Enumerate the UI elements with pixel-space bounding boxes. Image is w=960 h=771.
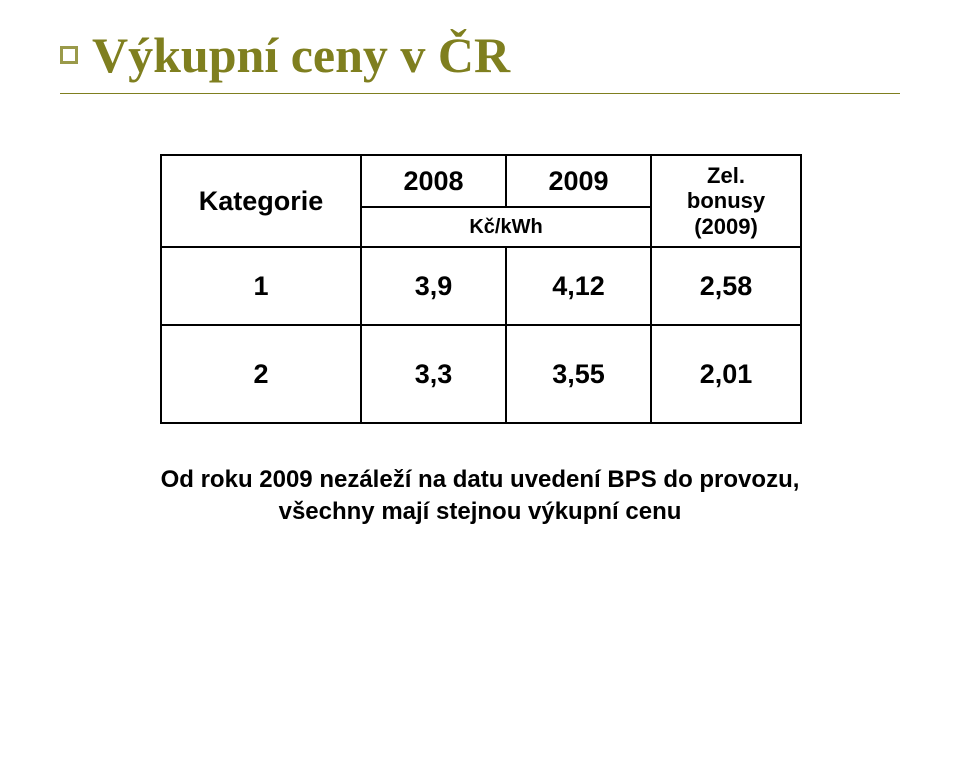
caption: Od roku 2009 nezáleží na datu uvedení BP… [60,464,900,529]
header-year1: 2008 [361,155,506,207]
header-unit: Kč/kWh [361,207,651,247]
table-header-row-1: Kategorie 2008 2009 Zel. bonusy (2009) [161,155,801,207]
cell-year1: 3,3 [361,325,506,423]
cell-bonus: 2,01 [651,325,801,423]
header-year2: 2009 [506,155,651,207]
cell-category: 1 [161,247,361,325]
slide-title: Výkupní ceny v ČR [92,28,510,83]
cell-category: 2 [161,325,361,423]
header-bonus-line1: Zel. [707,163,745,188]
header-bonus: Zel. bonusy (2009) [651,155,801,247]
caption-line1: Od roku 2009 nezáleží na datu uvedení BP… [161,466,800,493]
cell-year2: 4,12 [506,247,651,325]
table-row: 1 3,9 4,12 2,58 [161,247,801,325]
table-row: 2 3,3 3,55 2,01 [161,325,801,423]
price-table: Kategorie 2008 2009 Zel. bonusy (2009) K… [160,154,802,424]
cell-year2: 3,55 [506,325,651,423]
table-wrapper: Kategorie 2008 2009 Zel. bonusy (2009) K… [160,154,800,424]
cell-year1: 3,9 [361,247,506,325]
title-bullet-icon [60,46,78,64]
caption-line2: všechny mají stejnou výkupní cenu [279,498,682,525]
header-bonus-line3: (2009) [694,214,758,239]
header-category: Kategorie [161,155,361,247]
cell-bonus: 2,58 [651,247,801,325]
title-rule [60,93,900,94]
header-bonus-line2: bonusy [687,188,765,213]
title-row: Výkupní ceny v ČR [60,28,900,83]
slide: Výkupní ceny v ČR Kategorie 2008 2009 Ze… [0,0,960,771]
